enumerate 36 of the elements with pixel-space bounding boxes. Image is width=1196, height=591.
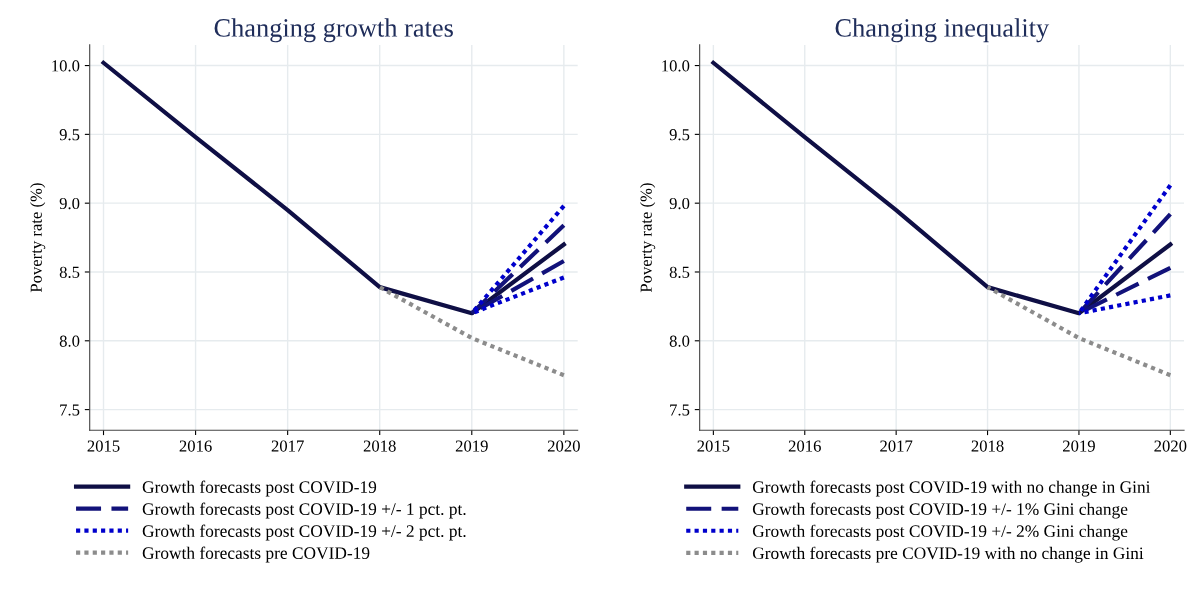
y-tick-label: 9.5 bbox=[59, 129, 80, 141]
x-tick-label: 2015 bbox=[697, 440, 730, 452]
y-tick-label: 9.0 bbox=[59, 197, 80, 210]
x-tick-label: 2016 bbox=[179, 440, 212, 452]
y-tick-label: 7.5 bbox=[670, 404, 690, 416]
x-tick-label: 2015 bbox=[87, 440, 120, 452]
y-tick-label: 8.0 bbox=[59, 335, 80, 347]
y-tick-label: 9.5 bbox=[669, 129, 690, 141]
chart-title: Changing inequality bbox=[835, 18, 1050, 43]
legend-label: Growth forecasts post COVID-19 bbox=[142, 480, 377, 497]
y-tick-label: 8.0 bbox=[669, 335, 690, 347]
x-tick-label: 2016 bbox=[788, 440, 821, 452]
y-tick-label: 7.5 bbox=[60, 404, 80, 416]
y-axis-title: Poverty rate (%) bbox=[30, 183, 46, 293]
legend-label: Growth forecasts post COVID-19 +/- 1 pct. pt. bbox=[142, 502, 466, 519]
x-tick-label: 2019 bbox=[455, 440, 488, 452]
legend-label: Growth forecasts post COVID-19 +/- 2% Gini change bbox=[752, 524, 1128, 541]
x-tick-label: 2017 bbox=[880, 440, 913, 452]
legend-label: Growth forecasts post COVID-19 +/- 2 pct. pt. bbox=[142, 524, 466, 541]
x-tick-label: 2017 bbox=[271, 440, 304, 452]
y-axis-title: Poverty rate (%) bbox=[640, 183, 656, 293]
y-tick-label: 8.5 bbox=[669, 266, 690, 279]
y-tick-label: 9.0 bbox=[669, 197, 690, 210]
x-tick-label: 2019 bbox=[1063, 440, 1095, 452]
y-tick-label: 8.5 bbox=[59, 266, 80, 279]
x-tick-label: 2020 bbox=[1154, 440, 1187, 452]
legend-label: Growth forecasts pre COVID-19 bbox=[142, 546, 370, 563]
legend-label: Growth forecasts pre COVID-19 with no change in Gini bbox=[752, 546, 1144, 563]
legend-label: Growth forecasts post COVID-19 +/- 1% Gini change bbox=[752, 502, 1128, 519]
x-tick-label: 2020 bbox=[547, 440, 580, 452]
x-tick-label: 2018 bbox=[363, 440, 396, 452]
y-tick-label: 10.0 bbox=[662, 60, 690, 72]
chart-title: Changing growth rates bbox=[214, 18, 453, 43]
legend-label: Growth forecasts post COVID-19 with no change in Gini bbox=[752, 480, 1151, 497]
x-tick-label: 2018 bbox=[971, 440, 1004, 452]
y-tick-label: 10.0 bbox=[52, 60, 80, 72]
